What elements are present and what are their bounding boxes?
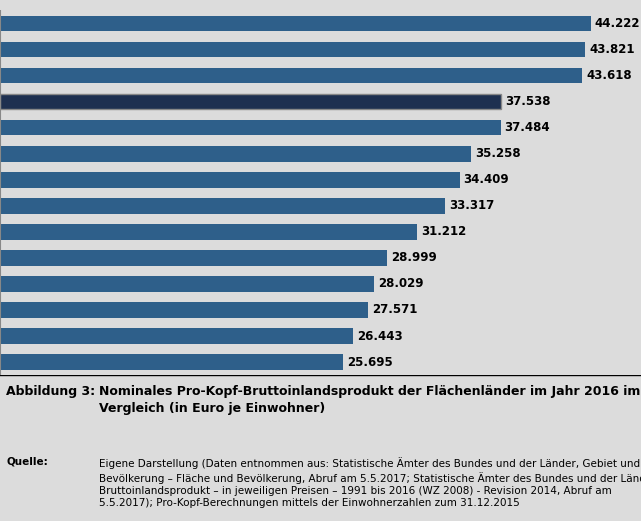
Text: 35.258: 35.258 xyxy=(475,147,520,160)
Bar xyxy=(0,302,368,318)
Bar xyxy=(0,172,460,188)
Bar xyxy=(0,42,585,57)
Bar xyxy=(0,354,343,370)
Bar xyxy=(0,16,590,31)
Bar xyxy=(0,146,471,162)
Text: 26.443: 26.443 xyxy=(357,330,403,342)
Bar xyxy=(0,198,445,214)
Text: 34.409: 34.409 xyxy=(463,173,509,186)
Text: 28.029: 28.029 xyxy=(378,278,424,290)
Text: 25.695: 25.695 xyxy=(347,356,393,368)
Text: 44.222: 44.222 xyxy=(595,17,640,30)
Text: 37.538: 37.538 xyxy=(505,95,551,108)
Bar xyxy=(0,94,501,109)
Text: 43.618: 43.618 xyxy=(587,69,632,82)
Bar xyxy=(0,120,501,135)
Bar xyxy=(0,68,583,83)
Bar xyxy=(0,94,501,109)
Text: Nominales Pro-Kopf-Bruttoinlandsprodukt der Flächenländer im Jahr 2016 im
Vergle: Nominales Pro-Kopf-Bruttoinlandsprodukt … xyxy=(99,386,641,415)
Text: 37.484: 37.484 xyxy=(504,121,550,134)
Text: Quelle:: Quelle: xyxy=(6,457,48,467)
Bar xyxy=(0,224,417,240)
Bar xyxy=(0,328,353,344)
Text: 43.821: 43.821 xyxy=(589,43,635,56)
Text: 33.317: 33.317 xyxy=(449,200,494,212)
Text: 27.571: 27.571 xyxy=(372,304,417,316)
Text: 31.212: 31.212 xyxy=(421,226,466,238)
Bar xyxy=(0,250,387,266)
Text: Abbildung 3:: Abbildung 3: xyxy=(6,386,96,399)
Text: 28.999: 28.999 xyxy=(391,252,437,264)
Text: Eigene Darstellung (Daten entnommen aus: Statistische Ämter des Bundes und der L: Eigene Darstellung (Daten entnommen aus:… xyxy=(99,457,641,508)
Bar xyxy=(0,276,374,292)
